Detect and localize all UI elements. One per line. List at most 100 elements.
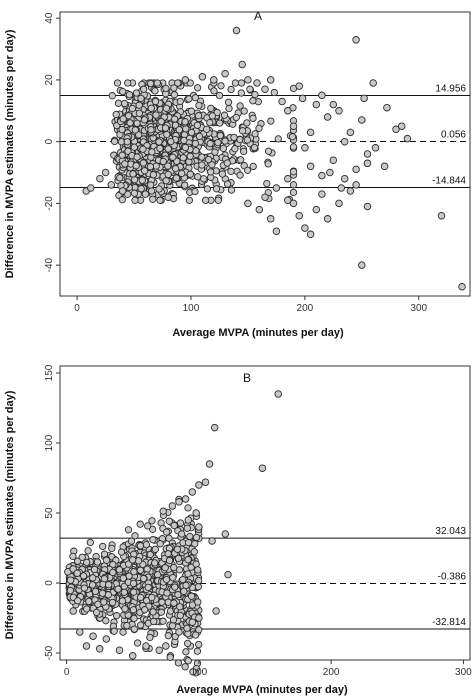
panel-b-data-point: [187, 592, 196, 600]
panel-a-data-point: [284, 174, 292, 183]
panel-b-data-point: [108, 544, 116, 553]
panel-b-data-point: [170, 599, 178, 607]
panel-a-data-point: [246, 85, 254, 93]
panel-a-data-point: [403, 134, 412, 143]
panel-b-data-point: [83, 605, 91, 613]
panel-a-data-point: [164, 145, 172, 153]
panel-b-data-point: [194, 566, 202, 574]
panel-b-data-point: [102, 617, 110, 625]
panel-a-data-point: [236, 171, 244, 179]
panel-a-data-point: [251, 130, 259, 138]
panel-a-data-point: [244, 199, 252, 208]
panel-a-data-point: [219, 144, 228, 153]
panel-a-data-point: [118, 125, 126, 134]
panel-b-data-point: [102, 556, 111, 564]
panel-a-data-point: [323, 215, 332, 223]
panel-a-data-point: [147, 104, 155, 112]
panel-a-data-point: [172, 174, 181, 182]
panel-b-data-point: [84, 547, 92, 555]
panel-a-data-point: [243, 166, 252, 174]
panel-a-y-axis-label: Difference in MVPA estimates (minutes pe…: [4, 29, 16, 278]
panel-a-data-point: [318, 91, 326, 100]
panel-a-data-point: [198, 153, 206, 161]
panel-b-data-point: [80, 584, 89, 592]
panel-b-data-point: [179, 575, 187, 584]
panel-b: B 32.043 -0.386 -32.814 0 100 200 300 150 100 5…: [4, 364, 472, 696]
panel-a-data-point: [288, 133, 297, 141]
panel-a-data-point: [151, 87, 159, 95]
panel-b-data-point: [141, 606, 149, 614]
panel-a-data-point: [237, 79, 246, 87]
panel-a-y-tick-label: -40: [44, 257, 55, 272]
panel-b-data-point: [98, 589, 107, 597]
panel-a-data-point: [110, 137, 119, 146]
panel-a-data-point: [289, 188, 298, 197]
panel-a-data-point: [284, 107, 292, 115]
panel-a-data-point: [337, 184, 346, 192]
panel-a-data-point: [198, 73, 207, 81]
panel-b-data-point: [129, 556, 137, 564]
panel-a-data-point: [371, 144, 380, 152]
panel-b-data-point: [175, 498, 183, 506]
panel-b-y-tick-label: -50: [44, 645, 55, 660]
panel-b-reference-label: 32.043: [435, 526, 466, 537]
panel-b-data-point: [130, 614, 138, 623]
panel-b-data-point: [124, 526, 133, 534]
panel-a-x-tick-label: 100: [183, 303, 200, 314]
panel-a-data-point: [133, 119, 141, 127]
panel-b-data-point: [159, 507, 167, 515]
panel-a-data-point: [214, 196, 222, 204]
panel-a-data-point: [171, 121, 180, 129]
panel-a-data-point: [397, 122, 406, 130]
panel-b-data-point: [184, 538, 193, 547]
panel-b-data-point: [73, 569, 81, 577]
panel-a-data-point: [155, 138, 163, 146]
panel-b-data-point: [159, 617, 167, 625]
panel-b-data-point: [184, 516, 193, 524]
panel-a-data-point: [306, 230, 315, 239]
panel-a-data-point: [176, 97, 184, 106]
panel-a-data-point: [182, 125, 190, 133]
panel-a-data-point: [249, 114, 257, 122]
panel-a-data-point: [138, 176, 146, 184]
panel-a-y-tick-label: -20: [44, 196, 55, 211]
panel-a-data-point: [240, 107, 248, 115]
panel-b-reference-lines: 32.043 -0.386 -32.814: [60, 526, 470, 630]
panel-a-data-point: [203, 185, 212, 193]
panel-a-data-point: [139, 145, 147, 153]
panel-a-data-point: [255, 205, 264, 214]
panel-a-y-tick-label: 40: [44, 12, 55, 24]
panel-b-data-point: [100, 575, 109, 583]
panel-a-data-point: [112, 110, 120, 119]
panel-a-data-point: [346, 128, 355, 137]
panel-b-data-point: [128, 652, 137, 660]
panel-b-label: B: [243, 371, 251, 385]
panel-b-data-point: [66, 576, 75, 584]
panel-a-data-point: [169, 153, 177, 161]
panel-a-data-point: [117, 138, 126, 146]
panel-a-data-point: [225, 104, 233, 113]
panel-a-data-point: [185, 196, 194, 204]
panel-b-data-point: [89, 632, 97, 640]
panel-a-data-point: [243, 119, 251, 127]
panel-a-data-point: [124, 79, 132, 87]
panel-a-data-point: [151, 97, 160, 106]
panel-a-data-point: [213, 108, 221, 117]
panel-a-data-point: [135, 131, 143, 139]
panel-a-data-point: [194, 112, 203, 120]
panel-a-data-point: [130, 143, 138, 151]
panel-b-data-point: [69, 607, 77, 615]
panel-b-data-point: [188, 601, 197, 609]
panel-b-data-point: [148, 525, 157, 533]
panel-a-data-point: [131, 126, 139, 134]
panel-b-data-point: [115, 566, 124, 574]
panel-a-data-point: [369, 79, 377, 87]
panel-a-data-point: [137, 94, 145, 103]
panel-a-data-point: [227, 186, 236, 194]
panel-a-data-point: [210, 76, 218, 84]
panel-a-data-point: [133, 153, 141, 161]
panel-a-data-point: [216, 131, 224, 140]
panel-b-data-point: [161, 564, 169, 572]
panel-b-data-point: [192, 533, 201, 542]
panel-a-data-point: [289, 143, 298, 151]
